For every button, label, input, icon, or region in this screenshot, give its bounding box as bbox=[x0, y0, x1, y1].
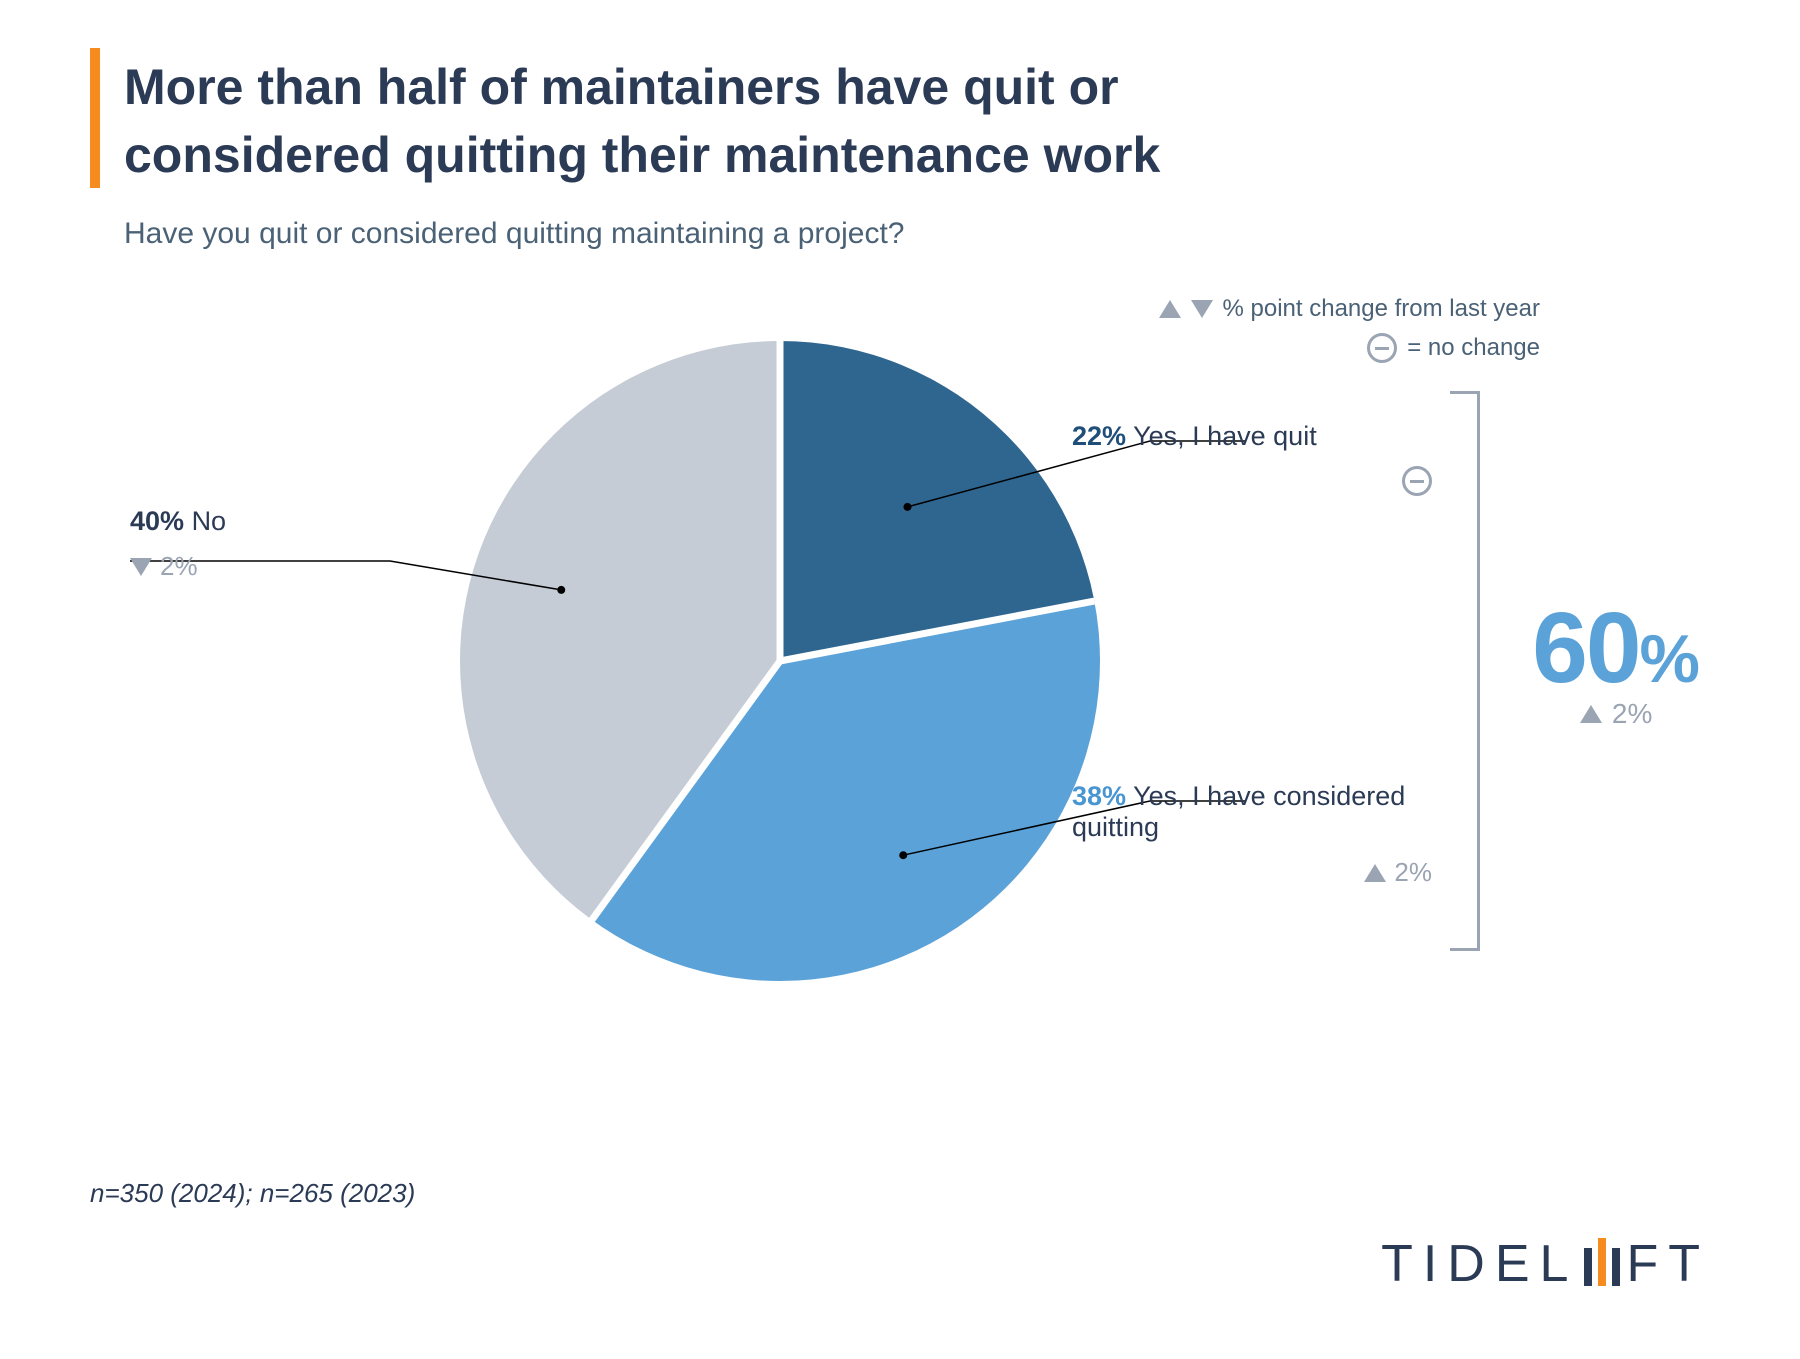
combined-bracket bbox=[1450, 391, 1480, 951]
callout-quit-label: Yes, I have quit bbox=[1133, 421, 1317, 451]
footnote: n=350 (2024); n=265 (2023) bbox=[90, 1178, 415, 1209]
logo-bars-icon bbox=[1584, 1238, 1620, 1286]
callout-no-change: 2% bbox=[160, 551, 198, 582]
callout-no: 40% No 2% bbox=[130, 506, 226, 582]
callout-considered-change: 2% bbox=[1394, 857, 1432, 888]
title-accent-bar bbox=[90, 48, 100, 188]
callout-no-label: No bbox=[192, 506, 227, 536]
triangle-up-icon bbox=[1364, 864, 1386, 882]
combined-total-num: 60 bbox=[1532, 592, 1639, 704]
chart-area: 22% Yes, I have quit 38% Yes, I have con… bbox=[90, 261, 1710, 1081]
combined-total-pct-sign: % bbox=[1640, 621, 1700, 697]
callout-no-pct: 40% bbox=[130, 506, 184, 536]
triangle-up-icon bbox=[1580, 705, 1602, 723]
page-title: More than half of maintainers have quit … bbox=[124, 48, 1324, 189]
combined-total: 60% 2% bbox=[1532, 591, 1700, 730]
callout-considered-pct: 38% bbox=[1072, 781, 1126, 811]
combined-total-change: 2% bbox=[1612, 698, 1652, 730]
callout-quit-pct: 22% bbox=[1072, 421, 1126, 451]
no-change-icon bbox=[1402, 466, 1432, 496]
tidelift-logo: TIDEL FT bbox=[1381, 1234, 1710, 1294]
subtitle: Have you quit or considered quitting mai… bbox=[124, 217, 1710, 251]
logo-text-before: TIDEL bbox=[1381, 1234, 1578, 1294]
triangle-down-icon bbox=[130, 558, 152, 576]
pie-chart bbox=[460, 341, 1100, 981]
callout-quit: 22% Yes, I have quit bbox=[1072, 421, 1432, 496]
callout-considered: 38% Yes, I have considered quitting 2% bbox=[1072, 781, 1432, 888]
logo-text-after: FT bbox=[1626, 1234, 1710, 1294]
